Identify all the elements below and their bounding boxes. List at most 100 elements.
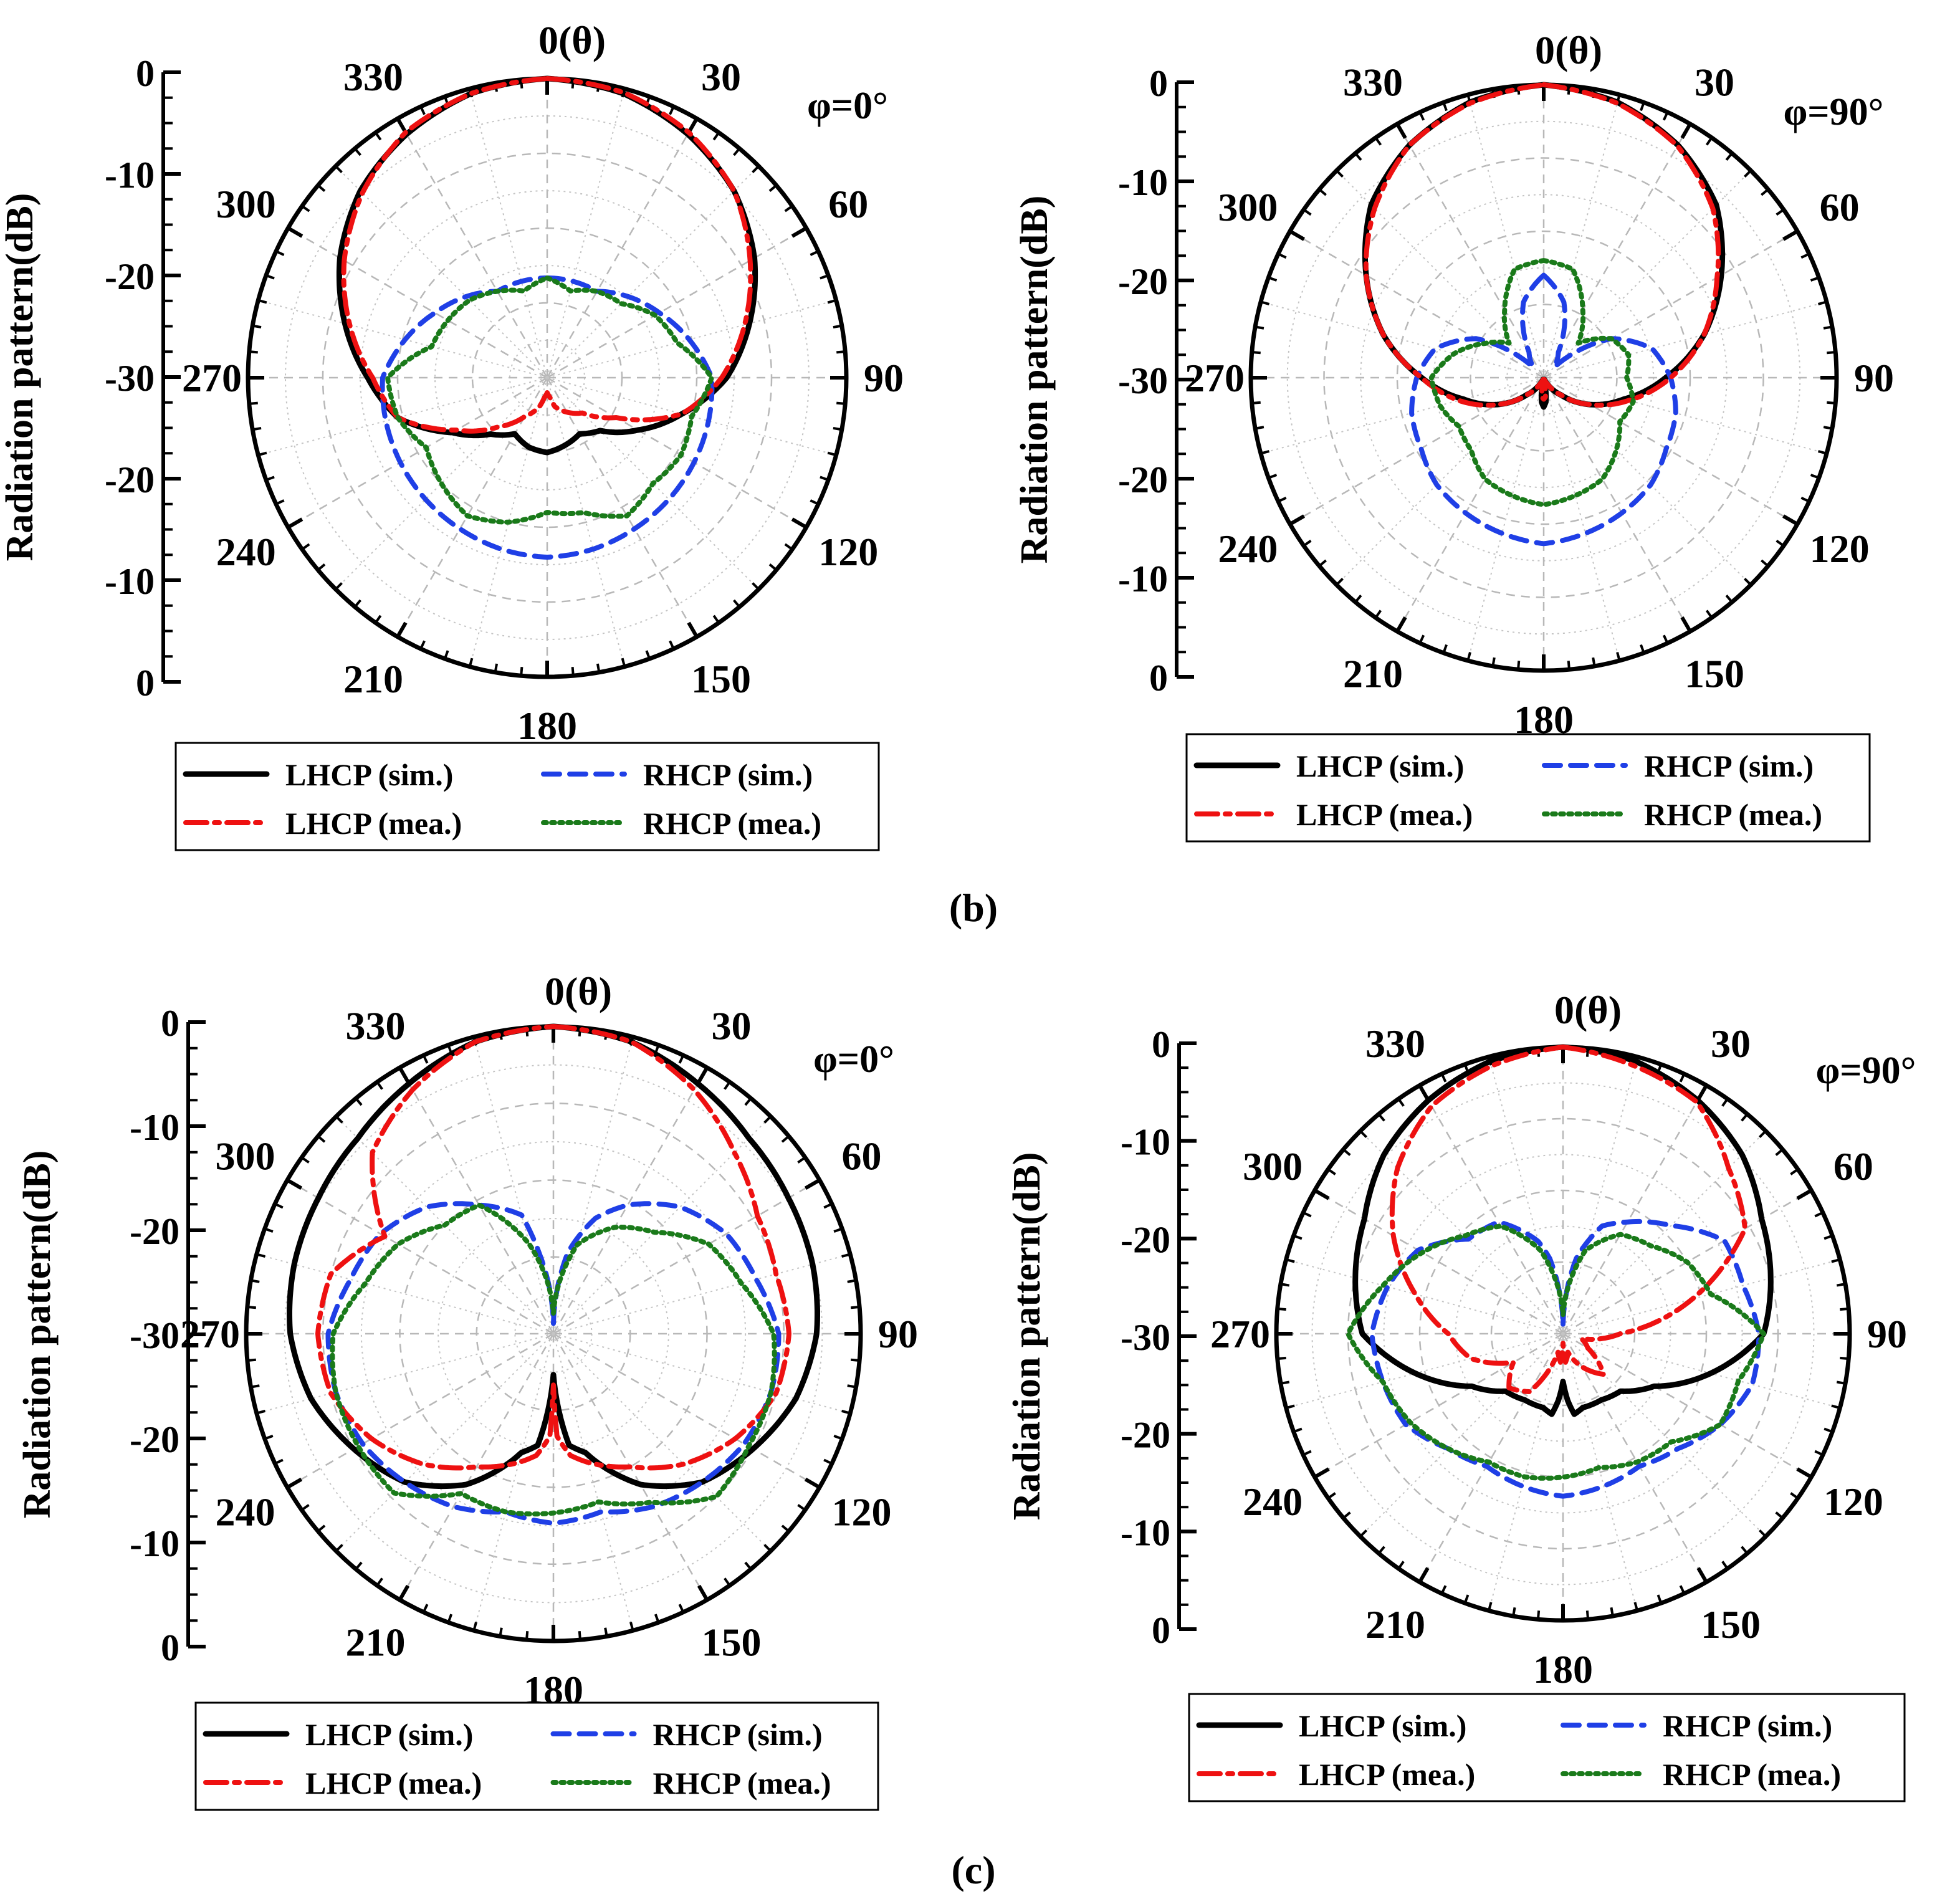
angle-tick: [286, 1477, 303, 1490]
radial-tick-label: -20: [105, 459, 155, 500]
angle-tick: [1418, 112, 1425, 121]
legend-label-rhcp_mea: RHCP (mea.): [653, 1766, 831, 1801]
legend-label-lhcp_mea: LHCP (mea.): [305, 1766, 482, 1801]
angle-tick: [353, 148, 361, 156]
angle-tick: [724, 1081, 731, 1090]
angle-tick: [1761, 559, 1769, 567]
angle-tick: [833, 1434, 843, 1440]
angle-tick: [275, 250, 285, 256]
angle-tick: [1466, 651, 1471, 661]
angle-tick: [1814, 1211, 1824, 1218]
grid-spoke-minor: [553, 1333, 851, 1414]
angle-tick: [1255, 325, 1264, 330]
grid-spoke: [399, 1333, 555, 1600]
angle-label-60: 60: [842, 1134, 882, 1179]
angle-tick: [791, 517, 808, 529]
radial-tick-label: 0: [1149, 63, 1168, 104]
angle-tick: [678, 1604, 685, 1613]
grid-spoke: [552, 1067, 708, 1334]
angle-label-30: 30: [1711, 1021, 1751, 1066]
angle-tick: [1491, 657, 1496, 667]
grid-spoke: [1418, 1085, 1564, 1334]
angle-tick: [1610, 1607, 1614, 1617]
angle-tick: [1293, 1234, 1303, 1240]
legend-label-lhcp_mea: LHCP (mea.): [1299, 1757, 1475, 1792]
grid-spoke-minor: [547, 165, 760, 378]
angle-tick: [398, 1066, 410, 1083]
angle-tick: [301, 205, 310, 213]
angle-label-120: 120: [1810, 527, 1870, 571]
angle-tick: [1342, 1148, 1351, 1156]
angle-tick: [733, 599, 741, 608]
angle-tick: [1823, 325, 1833, 330]
radial-tick-label: 0: [1149, 658, 1168, 699]
radial-tick-label: -30: [130, 1315, 179, 1356]
series-lhcp_mea: [1389, 1045, 1748, 1394]
legend-label-rhcp_mea: RHCP (mea.): [1644, 797, 1822, 832]
legend-label-rhcp_sim: RHCP (sim.): [643, 757, 813, 792]
angle-tick: [820, 274, 829, 280]
angle-tick: [520, 667, 523, 676]
grid-spoke-minor: [1543, 94, 1620, 378]
radial-tick-label: 0: [161, 1627, 179, 1668]
angle-tick: [468, 658, 474, 667]
angle-tick: [1836, 1283, 1846, 1287]
angle-tick: [836, 401, 846, 405]
angle-tick: [301, 1156, 310, 1164]
angle-tick: [1592, 657, 1596, 667]
angle-tick: [1354, 595, 1362, 603]
angle-tick: [1744, 170, 1752, 178]
angle-tick: [287, 226, 304, 238]
legend-label-rhcp_mea: RHCP (mea.): [643, 806, 821, 841]
angle-label-90: 90: [864, 356, 904, 400]
radial-tick-label: -20: [130, 1419, 179, 1460]
angle-label-270: 270: [182, 356, 242, 400]
angle-tick: [1336, 170, 1344, 178]
grid-spoke: [547, 376, 807, 529]
angle-label-0: 0(θ): [1554, 988, 1622, 1032]
angle-tick: [301, 543, 310, 550]
grid-ring-minor: [437, 1218, 669, 1450]
angle-tick: [687, 621, 699, 638]
grid-ring: [1323, 157, 1764, 598]
angle-tick: [1705, 136, 1713, 146]
series-lhcp_mea: [315, 1024, 791, 1471]
angle-tick: [1725, 595, 1733, 603]
grid-spoke: [399, 1067, 555, 1334]
grid-spoke: [1562, 1333, 1708, 1582]
angle-tick: [247, 1358, 256, 1362]
angle-tick: [1810, 276, 1820, 282]
angle-tick: [1374, 610, 1382, 619]
angle-tick: [494, 663, 499, 673]
grid-spoke-minor: [1562, 1131, 1766, 1334]
angle-label-30: 30: [701, 55, 741, 99]
angle-label-120: 120: [832, 1490, 892, 1534]
grid-spoke-minor: [1336, 377, 1544, 586]
angle-tick: [443, 650, 449, 659]
angle-tick: [1679, 1073, 1686, 1083]
angle-label-300: 300: [1218, 185, 1278, 229]
angle-tick: [257, 451, 267, 457]
angle-tick: [398, 1584, 410, 1601]
angle-label-300: 300: [215, 1134, 275, 1179]
angle-tick: [317, 1135, 326, 1143]
angle-tick: [833, 1227, 843, 1233]
angle-tick: [1512, 1607, 1516, 1617]
grid-spoke-minor: [1543, 377, 1752, 586]
radial-tick-label: -30: [105, 358, 155, 399]
angle-tick: [768, 184, 777, 192]
angle-tick: [823, 1202, 833, 1209]
radial-tick-label: 0: [136, 663, 155, 704]
angle-tick: [697, 1066, 709, 1083]
angle-tick: [257, 299, 267, 304]
grid-spoke-minor: [1488, 1056, 1564, 1334]
series-lhcp_sim: [287, 1023, 820, 1490]
grid-spoke-minor: [553, 1333, 634, 1631]
angle-label-0: 0(θ): [1535, 28, 1602, 72]
angle-tick: [1314, 1467, 1330, 1479]
angle-tick: [1251, 351, 1261, 355]
grid-spoke: [1542, 123, 1691, 378]
angle-tick: [1395, 123, 1407, 139]
angle-tick: [1303, 1450, 1312, 1457]
